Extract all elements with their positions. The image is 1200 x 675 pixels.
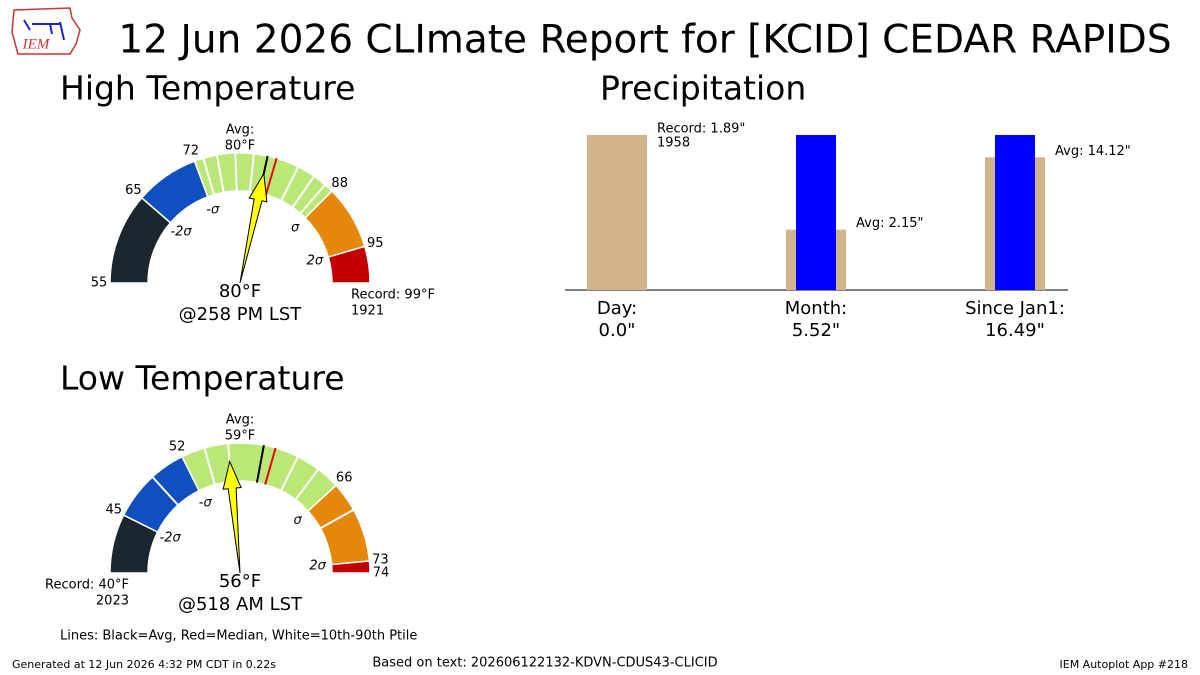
logo-icon xyxy=(23,19,65,41)
observed-time: @258 PM LST xyxy=(179,304,303,325)
value-label: Record: 1.89" xyxy=(657,122,745,137)
bar xyxy=(995,135,1035,290)
percentile-line xyxy=(234,153,238,192)
percentile-line xyxy=(294,468,320,501)
observed-label: 16.49" xyxy=(985,320,1045,341)
logo: IEM xyxy=(11,7,81,55)
gauge-band xyxy=(327,245,371,284)
sigma-label: σ xyxy=(294,513,303,528)
tick-label: 45 xyxy=(106,503,123,518)
tick-mark xyxy=(331,190,333,192)
avg-label: 59°F xyxy=(225,429,256,444)
tick-label: 95 xyxy=(367,236,384,251)
tick-mark xyxy=(140,197,142,199)
source: Based on text: 202606122132-KDVN-CDUS43-… xyxy=(372,656,717,671)
avg-caption: Avg: xyxy=(226,123,254,138)
sigma-label: -σ xyxy=(199,496,213,511)
needle xyxy=(239,172,268,284)
record-year: 2023 xyxy=(96,594,129,609)
percentile-line xyxy=(291,175,315,208)
percentile-line xyxy=(280,166,300,202)
percentile-line xyxy=(215,154,225,193)
tick-label: 73 xyxy=(372,552,389,567)
tick-label: 74 xyxy=(373,566,390,581)
observed-label: 80°F xyxy=(219,281,261,302)
percentile-line xyxy=(299,184,326,215)
value-label: Avg: 14.12" xyxy=(1055,144,1131,159)
record-label: Record: 99°F xyxy=(351,288,435,303)
observed-time: @518 AM LST xyxy=(178,594,303,615)
tick-label: 66 xyxy=(336,471,353,486)
category-label: Since Jan1: xyxy=(965,298,1065,319)
observed-label: 0.0" xyxy=(599,320,636,341)
avg-label: 80°F xyxy=(225,139,256,154)
sigma-label: 2σ xyxy=(309,558,326,573)
percentile-line xyxy=(203,447,216,485)
panel-title: High Temperature xyxy=(60,69,355,108)
value-label: Avg: 2.15" xyxy=(856,216,924,231)
app-id: IEM Autoplot App #218 xyxy=(1060,658,1189,671)
median-line xyxy=(264,447,277,485)
logo-text: IEM xyxy=(22,36,51,52)
category-label: Day: xyxy=(597,298,637,319)
category-label: Month: xyxy=(785,298,847,319)
page-title: 12 Jun 2026 CLImate Report for [KCID] CE… xyxy=(118,18,1171,63)
bar xyxy=(587,135,647,290)
record-year: 1958 xyxy=(657,136,690,151)
tick-label: 55 xyxy=(91,276,108,291)
percentile-line xyxy=(280,456,299,492)
tick-mark xyxy=(335,484,337,486)
logo-outline xyxy=(11,7,81,55)
observed-label: 5.52" xyxy=(792,320,840,341)
percentile-line xyxy=(319,508,355,530)
sigma-label: 2σ xyxy=(307,254,324,269)
record-year: 1921 xyxy=(351,304,384,319)
needle xyxy=(222,459,242,574)
percentile-line xyxy=(202,157,216,196)
tick-label: 65 xyxy=(125,183,142,198)
median-line xyxy=(264,157,278,196)
generated: Generated at 12 Jun 2026 4:32 PM CDT in … xyxy=(12,658,276,671)
bar xyxy=(796,135,836,290)
avg-line xyxy=(255,445,265,483)
percentile-line xyxy=(151,476,179,506)
avg-caption: Avg: xyxy=(226,413,254,428)
panel-title: Low Temperature xyxy=(60,359,345,398)
tick-label: 52 xyxy=(169,439,186,454)
sigma-label: σ xyxy=(291,220,300,235)
observed-label: 56°F xyxy=(219,571,261,592)
sigma-label: -2σ xyxy=(170,224,192,239)
gauge-band xyxy=(330,560,371,574)
tick-label: 88 xyxy=(331,176,348,191)
legend-note: Lines: Black=Avg, Red=Median, White=10th… xyxy=(60,629,417,644)
panel-title: Precipitation xyxy=(600,69,806,108)
record-label: Record: 40°F xyxy=(45,578,129,593)
sigma-label: -2σ xyxy=(160,531,182,546)
percentile-line xyxy=(248,153,255,192)
sigma-label: -σ xyxy=(206,202,220,217)
tick-label: 72 xyxy=(182,143,199,158)
